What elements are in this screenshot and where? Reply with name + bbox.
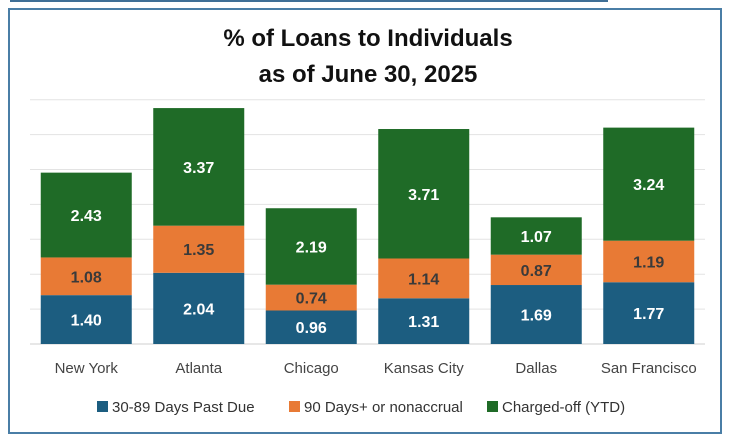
legend-swatch [487,401,498,412]
x-tick-label: Kansas City [384,360,465,377]
bar-segment-charged-off-ytd [265,208,357,285]
chart-title: % of Loans to Individuals [223,25,512,52]
bar-segment-90-days-or-nonaccrual [603,240,695,283]
data-label: 0.87 [521,263,552,280]
x-tick-label: San Francisco [601,360,697,377]
data-label: 1.14 [408,271,439,288]
data-label: 1.31 [408,314,439,331]
bar-segment-30-89-days-past-due [603,282,695,344]
x-tick-label: Atlanta [175,360,222,377]
x-tick-label: Chicago [284,360,339,377]
bar-segment-30-89-days-past-due [490,285,582,344]
bar-segment-charged-off-ytd [40,172,132,258]
top-accent-line [10,0,608,2]
data-label: 1.35 [183,242,214,259]
legend-label: 30-89 Days Past Due [112,399,255,416]
bar-segment-charged-off-ytd [490,217,582,255]
data-label: 2.19 [296,239,327,256]
bar-segment-90-days-or-nonaccrual [40,257,132,296]
data-label: 0.96 [296,320,327,337]
data-label: 2.04 [183,301,214,318]
legend: 30-89 Days Past Due 90 Days+ or nonaccrua… [97,399,625,416]
x-tick-label: New York [55,360,119,377]
bar-segment-90-days-or-nonaccrual [153,225,245,273]
bars-group: 1.40 1.08 2.43 2.04 1.35 3.37 0.96 0.74 2.19 1.31… [40,108,695,344]
bar-segment-90-days-or-nonaccrual [378,258,470,299]
legend-swatch [289,401,300,412]
bar-segment-30-89-days-past-due [265,310,357,344]
data-label: 1.40 [71,313,102,330]
bar-segment-30-89-days-past-due [153,272,245,344]
gridlines [30,99,705,345]
legend-label: 90 Days+ or nonaccrual [304,399,463,416]
legend-label: Charged-off (YTD) [502,399,625,416]
bar-segment-30-89-days-past-due [40,295,132,344]
bar-segment-charged-off-ytd [378,129,470,259]
bar-segment-charged-off-ytd [153,108,245,226]
legend-swatch [97,401,108,412]
data-label: 0.74 [296,291,327,308]
data-label: 3.71 [408,187,439,204]
data-label: 1.07 [521,229,552,246]
data-label: 1.08 [71,269,102,286]
x-tick-labels: New York Atlanta Chicago Kansas City Dallas S… [55,360,697,377]
data-label: 1.19 [633,254,664,271]
title-background [222,22,514,92]
data-label: 2.43 [71,208,102,225]
chart-subtitle: as of June 30, 2025 [259,61,478,88]
bar-segment-charged-off-ytd [603,127,695,241]
bar-segment-90-days-or-nonaccrual [265,284,357,311]
bar-segment-30-89-days-past-due [378,298,470,344]
x-tick-label: Dallas [515,360,557,377]
data-label: 1.69 [521,308,552,325]
bar-segment-90-days-or-nonaccrual [490,254,582,286]
data-label: 1.77 [633,306,664,323]
data-label: 3.37 [183,160,214,177]
data-label: 3.24 [633,177,664,194]
